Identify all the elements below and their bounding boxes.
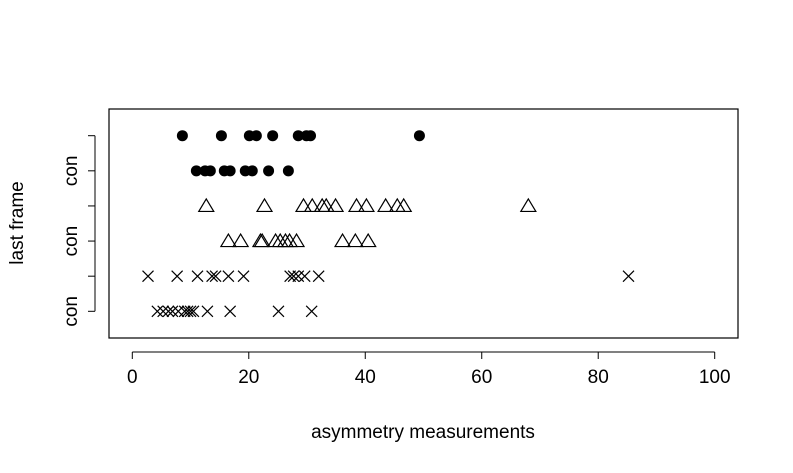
plot-box [108, 108, 739, 339]
point [232, 232, 250, 248]
point [224, 305, 237, 318]
point [171, 270, 184, 283]
y-tick-label: con [61, 155, 82, 186]
point [178, 305, 191, 318]
point [317, 197, 335, 213]
y-axis-label: last frame [7, 181, 28, 264]
point [215, 130, 227, 142]
point [263, 165, 275, 177]
x-tick-label: 80 [588, 367, 609, 388]
point [326, 197, 345, 213]
point [253, 232, 271, 248]
point [151, 305, 164, 318]
point [333, 232, 352, 248]
point [413, 130, 425, 142]
point [142, 270, 154, 283]
x-tick-label: 20 [238, 367, 259, 388]
point [237, 270, 250, 283]
point [272, 305, 285, 318]
point [219, 232, 237, 248]
point [162, 305, 175, 318]
point [224, 165, 236, 177]
point [190, 165, 202, 177]
point [287, 232, 306, 248]
point [519, 197, 537, 213]
y-tick-label: con [61, 296, 82, 327]
point [357, 197, 375, 213]
point [305, 305, 318, 318]
x-tick-label: 0 [127, 367, 138, 388]
point [347, 197, 366, 213]
x-axis-label: asymmetry measurements [311, 422, 535, 443]
point [187, 305, 200, 318]
point [172, 305, 185, 318]
point [255, 197, 274, 213]
point [246, 165, 258, 177]
point [222, 270, 235, 283]
point [622, 270, 635, 283]
point [204, 165, 216, 177]
point [191, 270, 204, 283]
point [359, 232, 377, 248]
point [197, 197, 215, 213]
x-tick-label: 100 [699, 367, 731, 388]
point [312, 270, 325, 283]
x-tick-label: 40 [355, 367, 376, 388]
point [303, 197, 321, 213]
point [282, 165, 294, 177]
point [292, 130, 304, 142]
point [287, 270, 300, 283]
x-tick-label: 60 [471, 367, 492, 388]
point [267, 130, 279, 142]
point [377, 197, 395, 213]
point [184, 305, 197, 318]
point [395, 197, 413, 213]
point [298, 270, 311, 283]
point [157, 305, 170, 318]
point [181, 305, 194, 318]
point [292, 270, 305, 283]
point [176, 130, 188, 142]
point [166, 305, 179, 318]
point [305, 130, 317, 142]
point [209, 270, 222, 283]
point [250, 130, 262, 142]
y-tick-label: con [61, 226, 82, 257]
point [206, 270, 219, 283]
point [201, 305, 214, 318]
point [346, 232, 364, 248]
point [294, 197, 313, 213]
